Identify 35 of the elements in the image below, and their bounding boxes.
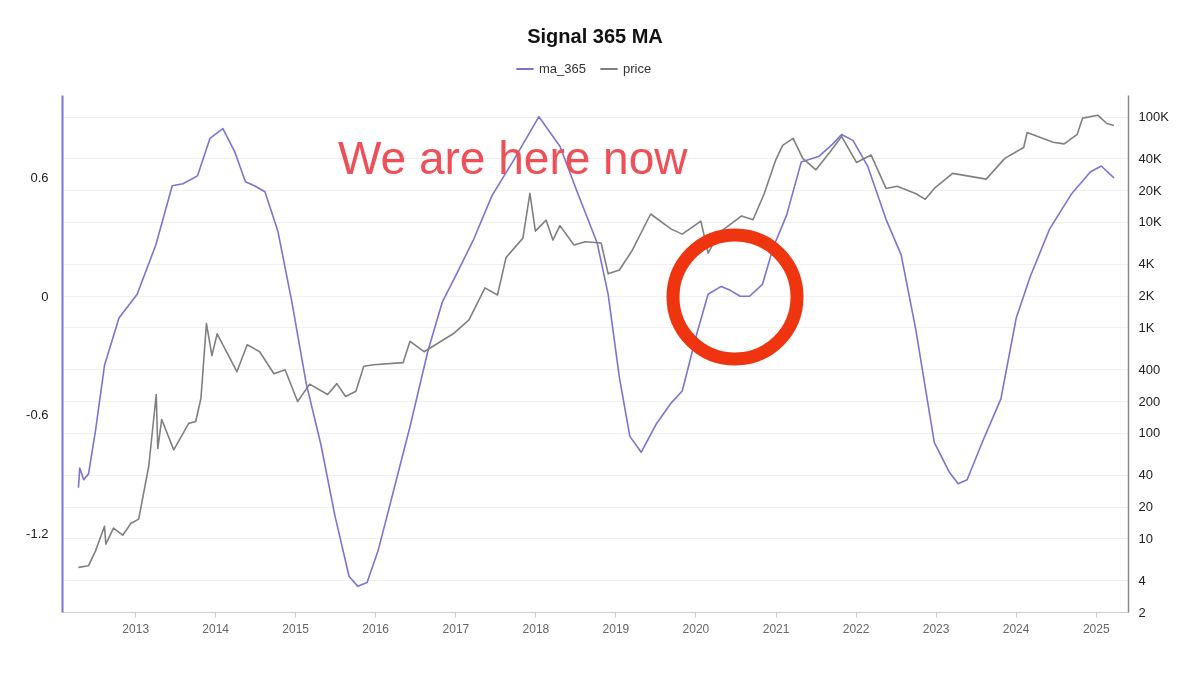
y2-tick-label: 2K — [1138, 288, 1155, 304]
y2-tick-label: 400 — [1138, 361, 1161, 377]
y2-tick-label: 10 — [1138, 530, 1153, 546]
chart-title: Signal 365 MA — [527, 25, 663, 47]
x-tick-label: 2014 — [202, 621, 230, 636]
x-tick-label: 2013 — [122, 621, 150, 636]
y2-tick-label: 20 — [1138, 499, 1153, 515]
y2-tick-label: 1K — [1138, 319, 1155, 335]
y2-tick-label: 200 — [1138, 393, 1161, 409]
y-tick-label: 0 — [41, 288, 49, 304]
y2-tick-label: 40K — [1138, 150, 1162, 166]
x-tick-label: 2022 — [842, 621, 870, 636]
y2-tick-label: 2 — [1138, 604, 1146, 620]
x-tick-label: 2024 — [1002, 621, 1030, 636]
y2-tick-label: 20K — [1138, 182, 1162, 198]
legend-label: price — [623, 61, 652, 76]
x-tick-label: 2019 — [602, 621, 630, 636]
y2-tick-label: 40 — [1138, 467, 1153, 483]
legend-label: ma_365 — [539, 61, 586, 76]
x-tick-label: 2021 — [762, 621, 790, 636]
x-tick-label: 2018 — [522, 621, 550, 636]
y2-tick-label: 10K — [1138, 214, 1162, 230]
x-tick-label: 2017 — [442, 621, 470, 636]
y2-tick-label: 100 — [1138, 425, 1161, 441]
y-tick-label: -0.6 — [26, 407, 49, 423]
y-tick-label: 0.6 — [30, 170, 49, 186]
y2-tick-label: 4K — [1138, 256, 1155, 272]
x-tick-label: 2025 — [1082, 621, 1110, 636]
y-tick-label: -1.2 — [26, 525, 49, 541]
y2-tick-label: 4 — [1138, 572, 1146, 588]
x-tick-label: 2020 — [682, 621, 710, 636]
x-tick-label: 2016 — [362, 621, 390, 636]
y2-tick-label: 100K — [1138, 109, 1170, 125]
x-tick-label: 2023 — [922, 621, 950, 636]
x-tick-label: 2015 — [282, 621, 310, 636]
